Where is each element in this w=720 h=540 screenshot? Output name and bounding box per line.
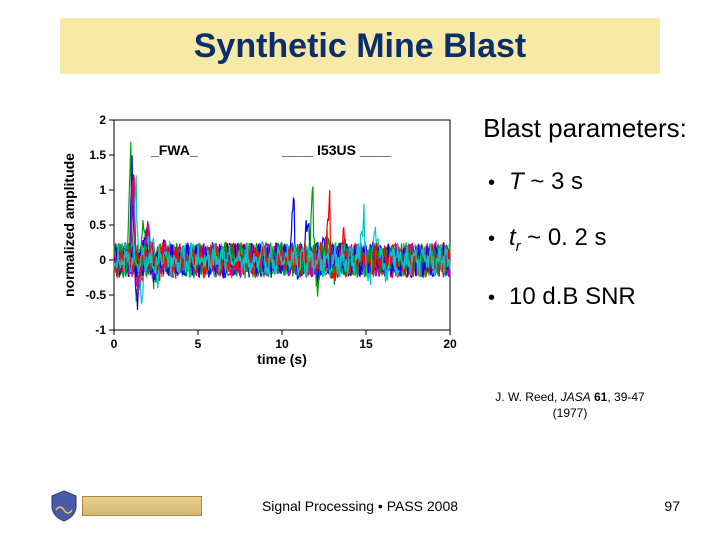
waveform-chart: 0 5 10 15 20 -1 -0.5 0 0.5 1 1.5 2 time (s) normalize… bbox=[60, 110, 460, 370]
citation: J. W. Reed, JASA 61, 39-47 (1977) bbox=[470, 390, 670, 421]
svg-text:1: 1 bbox=[99, 183, 106, 197]
content-row: 0 5 10 15 20 -1 -0.5 0 0.5 1 1.5 2 time (s) normalize… bbox=[60, 110, 690, 370]
svg-text:0.5: 0.5 bbox=[89, 218, 106, 232]
footer: Signal Processing • PASS 2008 97 bbox=[0, 490, 720, 522]
svg-text:0: 0 bbox=[99, 253, 106, 267]
chart-container: 0 5 10 15 20 -1 -0.5 0 0.5 1 1.5 2 time (s) normalize… bbox=[60, 110, 460, 370]
logo-band bbox=[82, 496, 202, 516]
page-number: 97 bbox=[664, 498, 680, 514]
bullet-list: T ~ 3 s tr ~ 0. 2 s 10 d.B SNR bbox=[480, 168, 690, 311]
svg-text:_FWA_: _FWA_ bbox=[150, 142, 198, 158]
title-bar: Synthetic Mine Blast bbox=[60, 18, 660, 74]
svg-text:-0.5: -0.5 bbox=[85, 288, 106, 302]
bullet-text: ~ 0. 2 s bbox=[520, 224, 606, 251]
citation-line2: (1977) bbox=[553, 406, 588, 420]
bullet-rise-time: tr ~ 0. 2 s bbox=[488, 224, 690, 255]
slide-title: Synthetic Mine Blast bbox=[194, 27, 527, 66]
footer-logo bbox=[50, 490, 202, 522]
svg-text:2: 2 bbox=[99, 113, 106, 127]
svg-text:1.5: 1.5 bbox=[89, 148, 106, 162]
bullet-period: T ~ 3 s bbox=[488, 168, 690, 196]
svg-text:20: 20 bbox=[443, 337, 457, 351]
parameters-panel: Blast parameters: T ~ 3 s tr ~ 0. 2 s 10… bbox=[480, 110, 690, 370]
citation-line1: J. W. Reed, JASA 61, 39-47 bbox=[495, 390, 644, 404]
svg-text:-1: -1 bbox=[95, 323, 106, 337]
svg-text:____ I53US ____: ____ I53US ____ bbox=[281, 142, 391, 158]
bullet-text: ~ 3 s bbox=[524, 168, 583, 195]
svg-text:normalized amplitude: normalized amplitude bbox=[61, 153, 77, 297]
svg-text:time (s): time (s) bbox=[257, 351, 307, 367]
footer-text: Signal Processing • PASS 2008 bbox=[262, 498, 458, 514]
svg-text:0: 0 bbox=[111, 337, 118, 351]
parameters-heading: Blast parameters: bbox=[480, 114, 690, 144]
bullet-snr: 10 d.B SNR bbox=[488, 283, 690, 311]
bullet-symbol: t bbox=[509, 224, 516, 251]
shield-icon bbox=[50, 490, 78, 522]
bullet-symbol: T bbox=[509, 168, 524, 195]
svg-text:5: 5 bbox=[195, 337, 202, 351]
bullet-text: 10 d.B SNR bbox=[509, 283, 636, 311]
svg-text:15: 15 bbox=[359, 337, 373, 351]
svg-text:10: 10 bbox=[275, 337, 289, 351]
